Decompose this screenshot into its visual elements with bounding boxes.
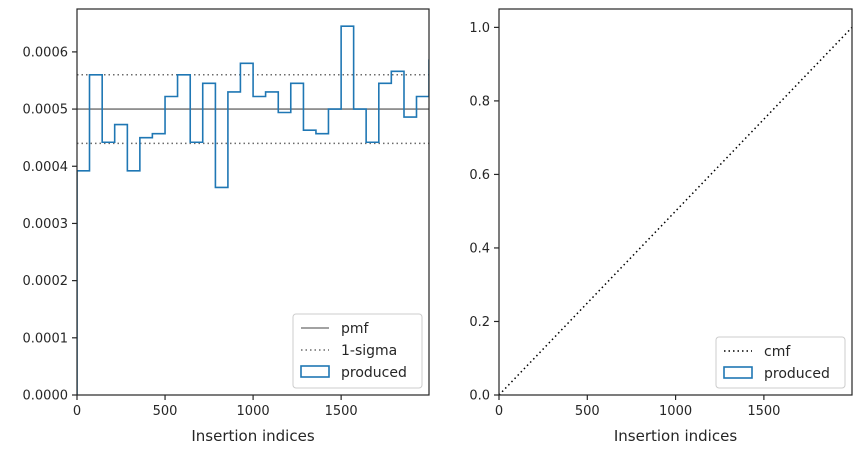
right-legend: cmf produced bbox=[715, 336, 846, 389]
left-legend: pmf 1-sigma produced bbox=[292, 313, 423, 389]
x-tick-label: 1500 bbox=[747, 404, 780, 419]
y-tick-label: 0.2 bbox=[469, 315, 490, 330]
y-tick-label: 0.0 bbox=[469, 389, 490, 404]
x-axis-label: Insertion indices bbox=[614, 427, 737, 445]
y-tick-label: 0.4 bbox=[469, 241, 490, 256]
y-tick-label: 0.0004 bbox=[23, 160, 69, 175]
legend-label: cmf bbox=[764, 344, 791, 360]
y-tick-label: 0.0006 bbox=[23, 45, 69, 60]
legend-label: produced bbox=[764, 366, 830, 382]
x-tick-label: 500 bbox=[575, 404, 600, 419]
left-chart-pmf: 0 500 1000 1500 0.0000 0.0001 0.0002 0.0003 0.00… bbox=[23, 8, 430, 445]
legend-label: produced bbox=[341, 365, 407, 381]
x-tick-label: 500 bbox=[153, 404, 178, 419]
x-tick-label: 1500 bbox=[325, 404, 358, 419]
x-tick-label: 0 bbox=[73, 404, 81, 419]
y-tick-label: 0.0002 bbox=[23, 274, 69, 289]
x-tick-label: 1000 bbox=[659, 404, 692, 419]
produced-step-histogram bbox=[77, 25, 429, 395]
y-tick-label: 0.0000 bbox=[23, 389, 69, 404]
y-tick-label: 0.0005 bbox=[23, 103, 69, 118]
x-axis-label: Insertion indices bbox=[191, 427, 314, 445]
y-tick-label: 0.8 bbox=[469, 94, 490, 109]
y-tick-label: 1.0 bbox=[469, 21, 490, 36]
legend-produced-swatch bbox=[300, 365, 330, 378]
y-tick-label: 0.0001 bbox=[23, 331, 69, 346]
legend-label: 1-sigma bbox=[341, 343, 397, 359]
y-tick-label: 0.0003 bbox=[23, 217, 69, 232]
right-chart-cmf: 0 500 1000 1500 0.0 0.2 0.4 0.6 0.8 1.0 Insertion … bbox=[469, 8, 853, 445]
y-tick-label: 0.6 bbox=[469, 168, 490, 183]
x-tick-label: 0 bbox=[495, 404, 503, 419]
left-plot-area bbox=[77, 25, 429, 395]
x-tick-label: 1000 bbox=[237, 404, 270, 419]
legend-produced-swatch bbox=[723, 366, 753, 379]
legend-label: pmf bbox=[341, 321, 370, 337]
